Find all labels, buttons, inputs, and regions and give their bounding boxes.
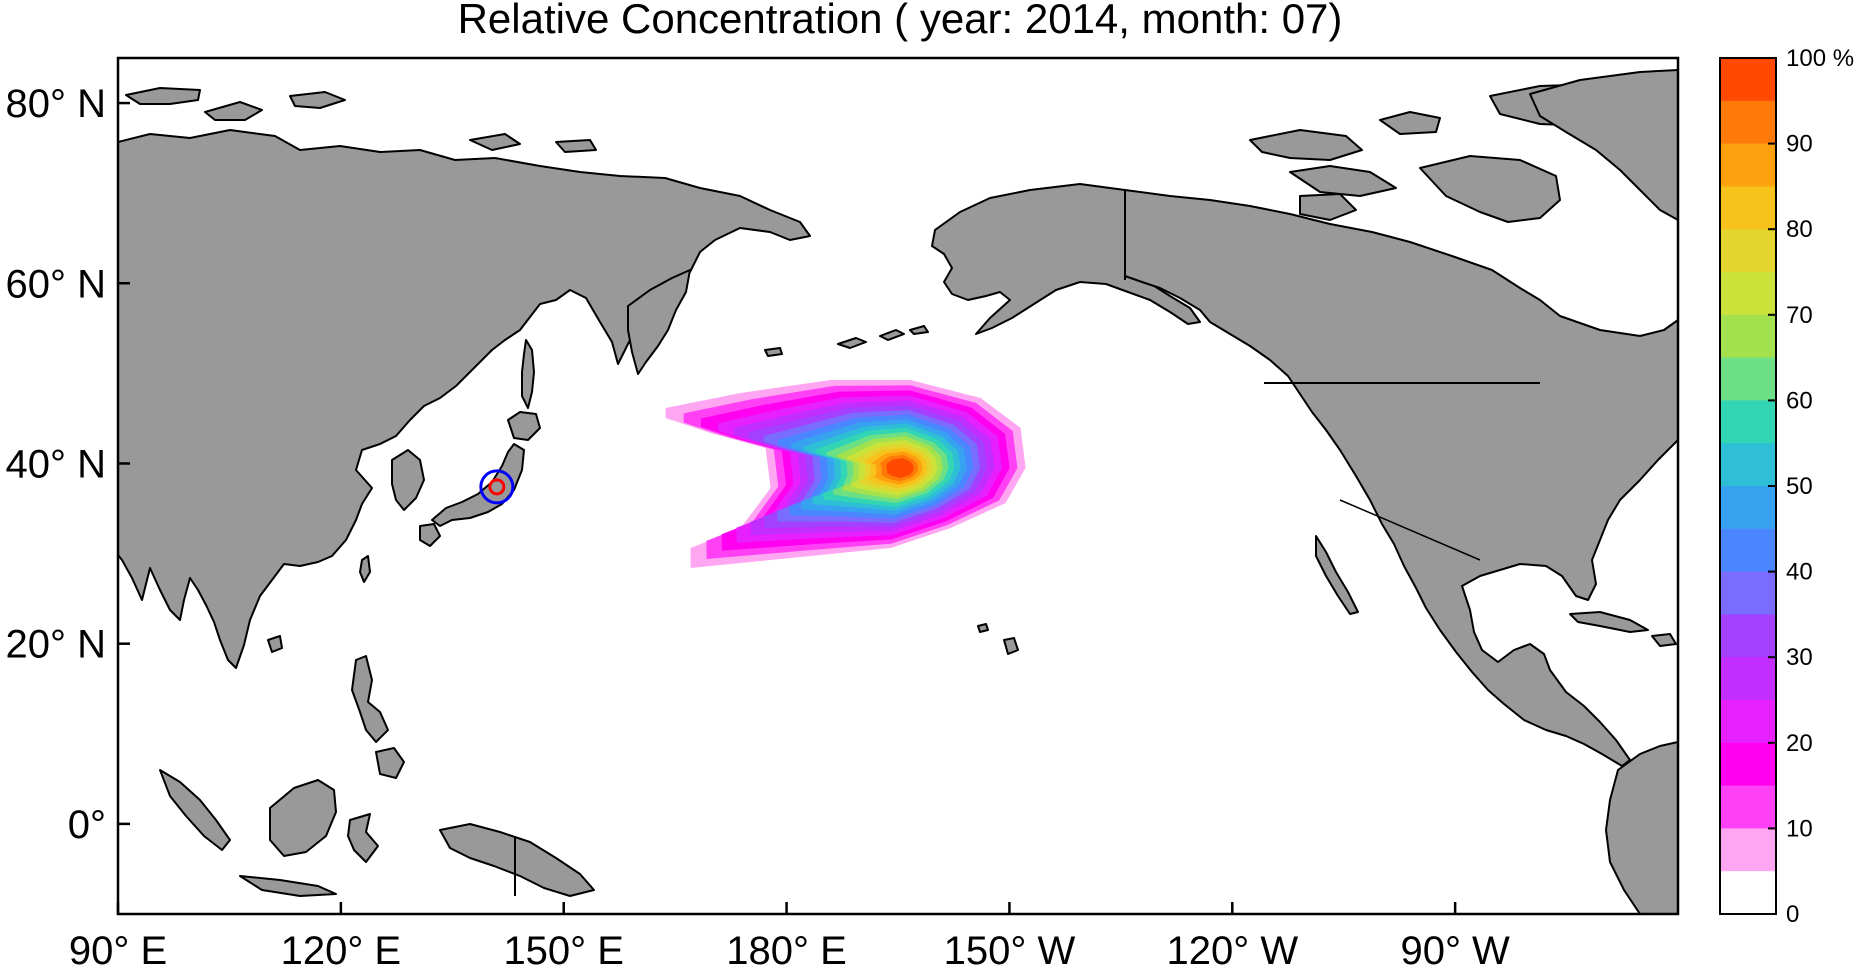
colorbar-band <box>1720 58 1776 102</box>
colorbar-tick-label: 100 % <box>1786 45 1854 72</box>
colorbar-tick-label: 50 <box>1786 473 1813 500</box>
lon-tick-label: 150° E <box>503 929 624 972</box>
lat-tick-label: 20° N <box>6 623 107 667</box>
land-sumatra <box>159 769 231 851</box>
colorbar-tick-label: 40 <box>1786 559 1813 586</box>
map-area <box>118 58 1678 914</box>
colorbar-tick-label: 30 <box>1786 644 1813 671</box>
land-hispaniola <box>1651 633 1677 647</box>
lat-tick-label: 80° N <box>6 82 107 126</box>
colorbar-tick-label: 70 <box>1786 302 1813 329</box>
land-taiwan <box>359 555 371 583</box>
longitude-axis: 90° E 120° E 150° E 180° E 150° W 120° W 90° W <box>69 902 1510 972</box>
colorbar-band <box>1720 186 1776 230</box>
usa-mexico-border <box>1339 499 1481 561</box>
lon-tick-label: 90° E <box>69 929 167 972</box>
land-arctic-islands-2 <box>469 133 521 151</box>
colorbar-band <box>1720 700 1776 744</box>
colorbar-band <box>1720 828 1776 872</box>
land-eurasia <box>118 129 811 669</box>
plume-contour-band <box>886 458 914 478</box>
land-arctic-islands-3 <box>555 139 597 153</box>
colorbar-band <box>1720 528 1776 573</box>
land-north-america <box>1124 189 1678 767</box>
land-arctic-islands-1 <box>289 91 346 109</box>
colorbar-tick-label: 0 <box>1786 901 1799 928</box>
land-south-america <box>1605 741 1678 914</box>
map-frame <box>116 56 1680 916</box>
land-japan-honshu <box>431 443 525 527</box>
land-japan-hokkaido <box>507 411 541 441</box>
land-japan-kyushu <box>419 523 441 547</box>
source-marker-outer-ring <box>479 469 515 505</box>
land-severnaya-zemlya <box>204 101 263 121</box>
land-sakhalin <box>521 339 535 409</box>
colorbar-band <box>1720 143 1776 187</box>
land-arctic-archipelago-1 <box>1249 129 1363 161</box>
colorbar: 100 % 90 80 70 60 50 40 30 20 10 0 <box>1719 45 1854 928</box>
colorbar-band <box>1720 314 1776 359</box>
land-philippines <box>351 655 389 743</box>
lat-tick-label: 60° N <box>6 262 107 306</box>
land-hawaii-islands <box>977 623 989 633</box>
land-java <box>239 875 337 897</box>
colorbar-tick-label: 80 <box>1786 216 1813 243</box>
land-new-guinea <box>439 823 595 897</box>
lon-tick-label: 150° W <box>944 929 1076 972</box>
chart-title: Relative Concentration ( year: 2014, mon… <box>458 0 1343 42</box>
colorbar-band <box>1720 657 1776 701</box>
colorbar-tick-label: 90 <box>1786 131 1813 158</box>
source-location-marker <box>479 469 515 505</box>
colorbar-tick-label: 10 <box>1786 815 1813 842</box>
land-arctic-archipelago-2 <box>1289 165 1397 197</box>
colorbar-band <box>1720 871 1776 915</box>
colorbar-band <box>1720 400 1776 444</box>
land-baffin-island <box>1419 155 1561 223</box>
land-greenland <box>1529 69 1678 221</box>
land-victoria-island <box>1299 193 1357 221</box>
land-korea <box>391 449 425 511</box>
land-borneo <box>269 779 337 857</box>
land-aleutians <box>764 325 929 357</box>
land-cuba <box>1569 611 1649 633</box>
colorbar-tick-label: 20 <box>1786 730 1813 757</box>
source-marker-inner-ring <box>488 478 506 496</box>
land-hawaii-main <box>1003 637 1019 655</box>
colorbar-band <box>1720 229 1776 273</box>
lon-tick-label: 120° E <box>281 929 402 972</box>
lat-tick-label: 40° N <box>6 442 107 486</box>
land-masses <box>118 69 1678 914</box>
lon-tick-label: 120° W <box>1166 929 1298 972</box>
land-baja-california <box>1315 535 1359 615</box>
land-novaya-zemlya <box>125 87 201 105</box>
land-kamchatka <box>627 269 691 375</box>
colorbar-band <box>1720 100 1776 145</box>
land-sulawesi <box>347 813 379 863</box>
colorbar-band <box>1720 571 1776 615</box>
colorbar-tick-label: 60 <box>1786 387 1813 414</box>
lon-tick-label: 180° E <box>726 929 847 972</box>
colorbar-band <box>1720 614 1776 658</box>
latitude-axis: 80° N 60° N 40° N 20° N 0° <box>6 82 130 847</box>
colorbar-band <box>1720 272 1776 316</box>
land-arctic-archipelago-3 <box>1379 111 1441 135</box>
land-hainan <box>267 635 283 653</box>
political-boundaries <box>514 190 1540 896</box>
concentration-plume <box>665 380 1026 568</box>
land-mindanao <box>375 747 405 779</box>
lon-tick-label: 90° W <box>1400 929 1510 972</box>
colorbar-band <box>1720 357 1776 401</box>
colorbar-band <box>1720 742 1776 787</box>
colorbar-band <box>1720 486 1776 530</box>
colorbar-band <box>1720 785 1776 829</box>
lat-tick-label: 0° <box>68 803 106 847</box>
colorbar-band <box>1720 443 1776 487</box>
